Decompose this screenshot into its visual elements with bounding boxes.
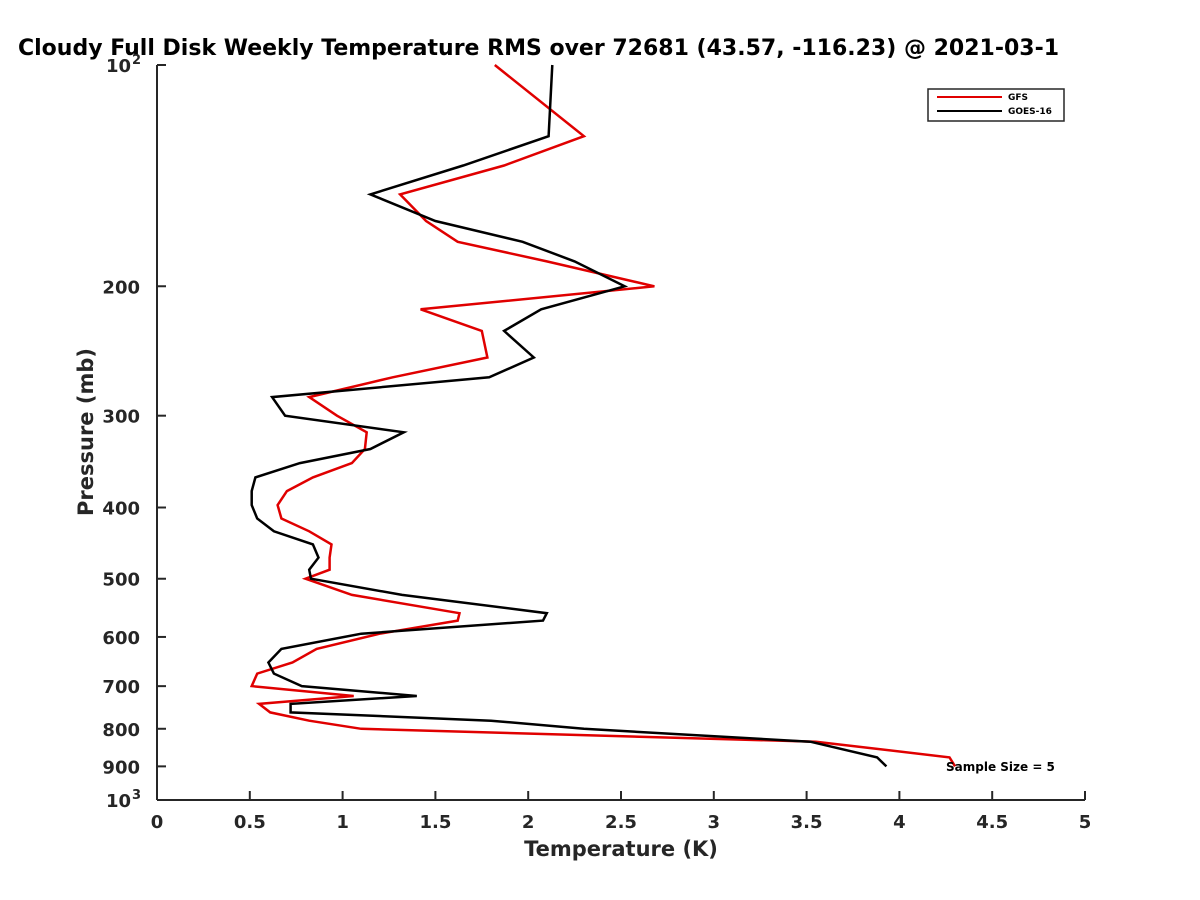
x-tick-label: 0 (151, 812, 164, 833)
y-tick-label: 10 (106, 791, 131, 812)
x-tick-label: 2.5 (605, 812, 637, 833)
legend-label-goes16: GOES-16 (1008, 107, 1052, 117)
x-tick-label: 1 (336, 812, 349, 833)
x-tick-label: 4 (893, 812, 906, 833)
y-tick-label: 900 (102, 757, 140, 778)
y-axis-label: Pressure (mb) (74, 348, 98, 516)
x-tick-label: 3 (708, 812, 721, 833)
y-tick-exponent: 3 (132, 788, 141, 803)
series-line-gfs (249, 64, 957, 768)
chart-title: Cloudy Full Disk Weekly Temperature RMS … (18, 36, 1059, 61)
x-axis-ticks: 0 0.5 1 1.5 2 2.5 3 3.5 4 4.5 5 (151, 791, 1092, 833)
x-tick-label: 2 (522, 812, 535, 833)
series-layer (249, 64, 957, 768)
y-tick-label: 700 (102, 677, 140, 698)
y-tick-label: 200 (102, 277, 140, 298)
x-tick-label: 0.5 (234, 812, 266, 833)
y-tick-label: 300 (102, 407, 140, 428)
y-tick-label: 10 (106, 56, 131, 77)
sample-size-annotation: Sample Size = 5 (946, 760, 1055, 774)
y-tick-label: 800 (102, 720, 140, 741)
series-line-goes16 (250, 64, 888, 768)
legend-label-gfs: GFS (1008, 93, 1028, 103)
x-tick-label: 5 (1079, 812, 1092, 833)
x-axis-label: Temperature (K) (524, 837, 718, 861)
legend-box (927, 88, 1065, 122)
y-tick-label: 500 (102, 570, 140, 591)
legend: GFS GOES-16 (927, 88, 1065, 122)
y-tick-label: 600 (102, 628, 140, 649)
x-tick-label: 3.5 (791, 812, 823, 833)
plot-area: 0 0.5 1 1.5 2 2.5 3 3.5 4 4.5 5 10 2200300400500600… (102, 53, 1091, 833)
x-tick-label: 1.5 (419, 812, 451, 833)
y-tick-label: 400 (102, 499, 140, 520)
x-tick-label: 4.5 (976, 812, 1008, 833)
y-tick-exponent: 2 (132, 53, 141, 68)
